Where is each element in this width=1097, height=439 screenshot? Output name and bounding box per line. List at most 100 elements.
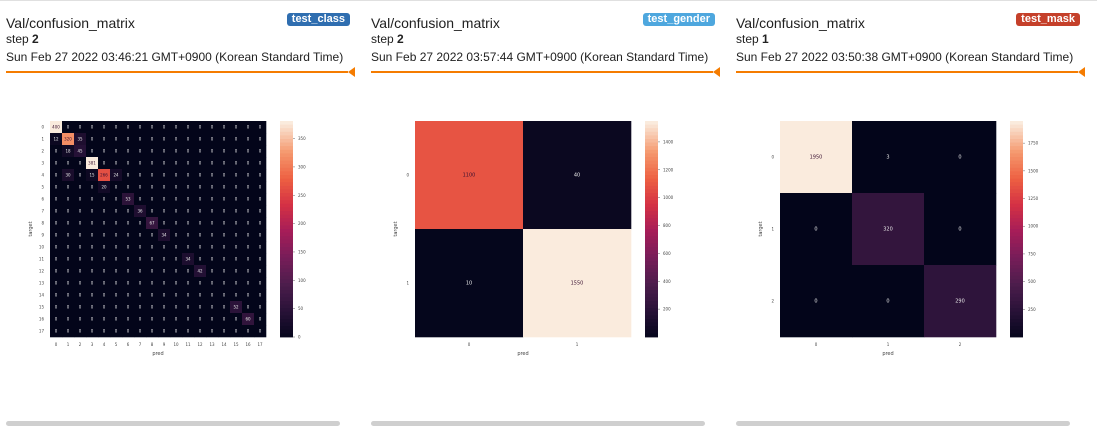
heatmap-cell: [134, 133, 147, 146]
heatmap-cell: [182, 157, 195, 170]
heatmap-cell: [194, 313, 207, 326]
cell-value: 0: [127, 245, 130, 250]
cell-value: 0: [67, 317, 70, 322]
heatmap-cell: [230, 193, 243, 206]
cell-value: 0: [187, 329, 190, 334]
cell-value: 0: [127, 137, 130, 142]
heatmap-cell: [74, 313, 87, 326]
cell-value: 0: [67, 281, 70, 286]
heatmap-cell: [182, 277, 195, 290]
cell-value: 0: [235, 185, 238, 190]
colorbar-segment: [280, 236, 293, 241]
heatmap-cell: [218, 169, 231, 182]
cell-value: 0: [199, 197, 202, 202]
cell-value: 0: [247, 245, 250, 250]
horizontal-scrollbar[interactable]: [371, 421, 705, 426]
heatmap-cell: [146, 133, 159, 146]
cell-value: 0: [103, 317, 106, 322]
cell-value: 0: [115, 293, 118, 298]
cell-value: 0: [151, 245, 154, 250]
heatmap-cell: [122, 325, 135, 338]
step-slider-track[interactable]: [736, 71, 1078, 73]
cell-value: 0: [259, 293, 262, 298]
heatmap-cell: [86, 169, 99, 182]
heatmap-cell: [62, 217, 75, 230]
cell-value: 0: [67, 161, 70, 166]
colorbar-tick-label: 1400: [663, 139, 674, 144]
cell-value: 0: [259, 173, 262, 178]
heatmap-cell: [98, 193, 111, 206]
heatmap-cell: [146, 253, 159, 266]
colorbar-tick-label: 100: [298, 278, 306, 283]
horizontal-scrollbar[interactable]: [6, 421, 340, 426]
heatmap-cell: [415, 229, 524, 338]
heatmap-cell: [86, 313, 99, 326]
heatmap-cell: [218, 229, 231, 242]
cell-value: 0: [175, 269, 178, 274]
cell-value: 10: [466, 281, 472, 287]
cell-value: 0: [187, 137, 190, 142]
step-slider-track[interactable]: [371, 71, 713, 73]
y-tick-label: 8: [41, 221, 44, 226]
heatmap-cell: [86, 205, 99, 218]
colorbar-segment: [1010, 257, 1023, 262]
colorbar-segment: [645, 128, 658, 133]
heatmap-cell: [110, 193, 123, 206]
heatmap-cell: [74, 169, 87, 182]
heatmap-cell: [206, 217, 219, 230]
heatmap-cell: [74, 229, 87, 242]
step-slider-handle[interactable]: [713, 67, 720, 77]
y-tick-label: 15: [39, 305, 45, 310]
heatmap-cell: [242, 253, 255, 266]
step-slider-handle[interactable]: [1078, 67, 1085, 77]
heatmap-cell: [170, 217, 183, 230]
cell-value: 0: [235, 329, 238, 334]
colorbar-segment: [280, 196, 293, 201]
run-tag: test_class: [286, 13, 350, 26]
cell-value: 0: [175, 233, 178, 238]
colorbar-segment: [280, 142, 293, 147]
cell-value: 0: [103, 221, 106, 226]
colorbar-segment: [645, 239, 658, 244]
heatmap-cell: [194, 169, 207, 182]
heatmap-cell: [206, 301, 219, 314]
heatmap-cell: [122, 229, 135, 242]
cell-value: 0: [175, 185, 178, 190]
cell-value: 0: [235, 269, 238, 274]
cell-value: 34: [185, 257, 191, 262]
heatmap-cell: [50, 265, 63, 278]
cell-value: 0: [55, 149, 58, 154]
cell-value: 0: [259, 149, 262, 154]
cell-value: 0: [79, 269, 82, 274]
cell-value: 0: [187, 233, 190, 238]
step-slider-handle[interactable]: [348, 67, 355, 77]
colorbar-segment: [645, 286, 658, 291]
colorbar-segment: [645, 247, 658, 251]
cell-value: 0: [187, 245, 190, 250]
x-tick-label: 5: [115, 342, 118, 347]
cell-value: 0: [175, 245, 178, 250]
heatmap-cell: [74, 121, 87, 134]
heatmap-cell: [182, 121, 195, 134]
cell-value: 0: [67, 209, 70, 214]
heatmap-cell: [182, 241, 195, 254]
heatmap-cell: [254, 325, 267, 338]
colorbar-segment: [645, 297, 658, 302]
heatmap-cell: [122, 241, 135, 254]
step-slider-track[interactable]: [6, 71, 348, 73]
cell-value: 0: [163, 257, 166, 262]
heatmap-cell: [170, 265, 183, 278]
heatmap-cell: [254, 205, 267, 218]
cell-value: 0: [259, 269, 262, 274]
cell-value: 0: [247, 137, 250, 142]
colorbar-segment: [280, 308, 293, 313]
horizontal-scrollbar[interactable]: [736, 421, 1070, 426]
colorbar-segment: [1010, 322, 1023, 327]
colorbar-tick-label: 150: [298, 249, 306, 254]
heatmap-cell: [98, 121, 111, 134]
cell-value: 0: [139, 233, 142, 238]
cell-value: 0: [223, 209, 226, 214]
cell-value: 0: [223, 161, 226, 166]
heatmap-cell: [230, 241, 243, 254]
cell-value: 0: [55, 305, 58, 310]
